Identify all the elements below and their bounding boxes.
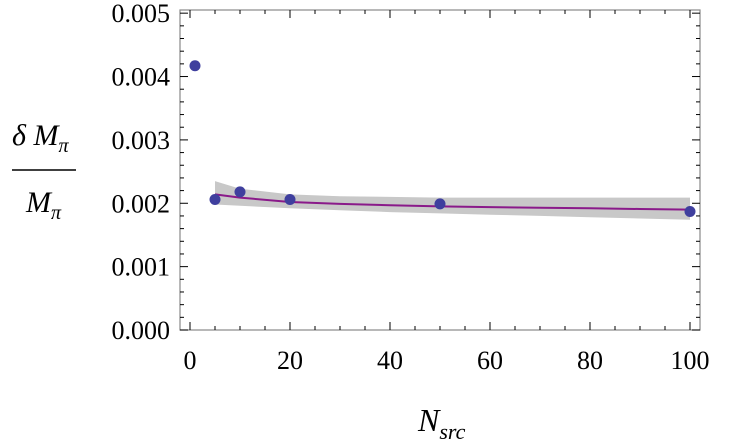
data-point [209, 193, 221, 205]
x-label-main: N [417, 402, 441, 438]
x-tick-label: 80 [577, 346, 603, 375]
y-tick-label: 0.002 [112, 189, 171, 218]
data-point [684, 206, 696, 218]
svg-text:Mπ: Mπ [25, 186, 62, 224]
x-label-sub: src [439, 419, 465, 444]
x-tick-labels: 0 20 40 60 80 100 [184, 346, 710, 375]
fit-error-band [215, 181, 690, 220]
y-tick-label: 0.004 [112, 63, 171, 92]
y-tick-label: 0.003 [112, 126, 171, 155]
y-tick-label: 0.000 [112, 316, 171, 345]
data-point [234, 186, 246, 198]
x-axis-label: Nsrc [417, 402, 466, 444]
svg-text:Nsrc: Nsrc [417, 402, 466, 444]
y-label-numerator-sub: π [58, 135, 69, 157]
data-points-layer [189, 60, 696, 218]
y-label-denominator: M [25, 186, 53, 219]
x-tick-label: 100 [671, 346, 710, 375]
ticks-layer [180, 10, 700, 331]
plot-frame [179, 9, 701, 331]
x-tick-label: 60 [477, 346, 503, 375]
x-tick-label: 0 [184, 346, 197, 375]
data-point [434, 198, 446, 210]
y-tick-label: 0.005 [112, 0, 171, 28]
y-axis-label: δ Mπ Mπ [12, 119, 76, 224]
x-tick-label: 40 [377, 346, 403, 375]
y-label-numerator: δ M [12, 119, 60, 152]
x-tick-label: 20 [277, 346, 303, 375]
y-label-denominator-sub: π [51, 202, 62, 224]
data-point [189, 60, 201, 72]
data-point [284, 193, 296, 205]
y-tick-labels: 0.000 0.001 0.002 0.003 0.004 0.005 [112, 0, 171, 345]
y-tick-label: 0.001 [112, 253, 171, 282]
svg-text:δ Mπ: δ Mπ [12, 119, 69, 157]
error-band-layer [215, 181, 690, 220]
